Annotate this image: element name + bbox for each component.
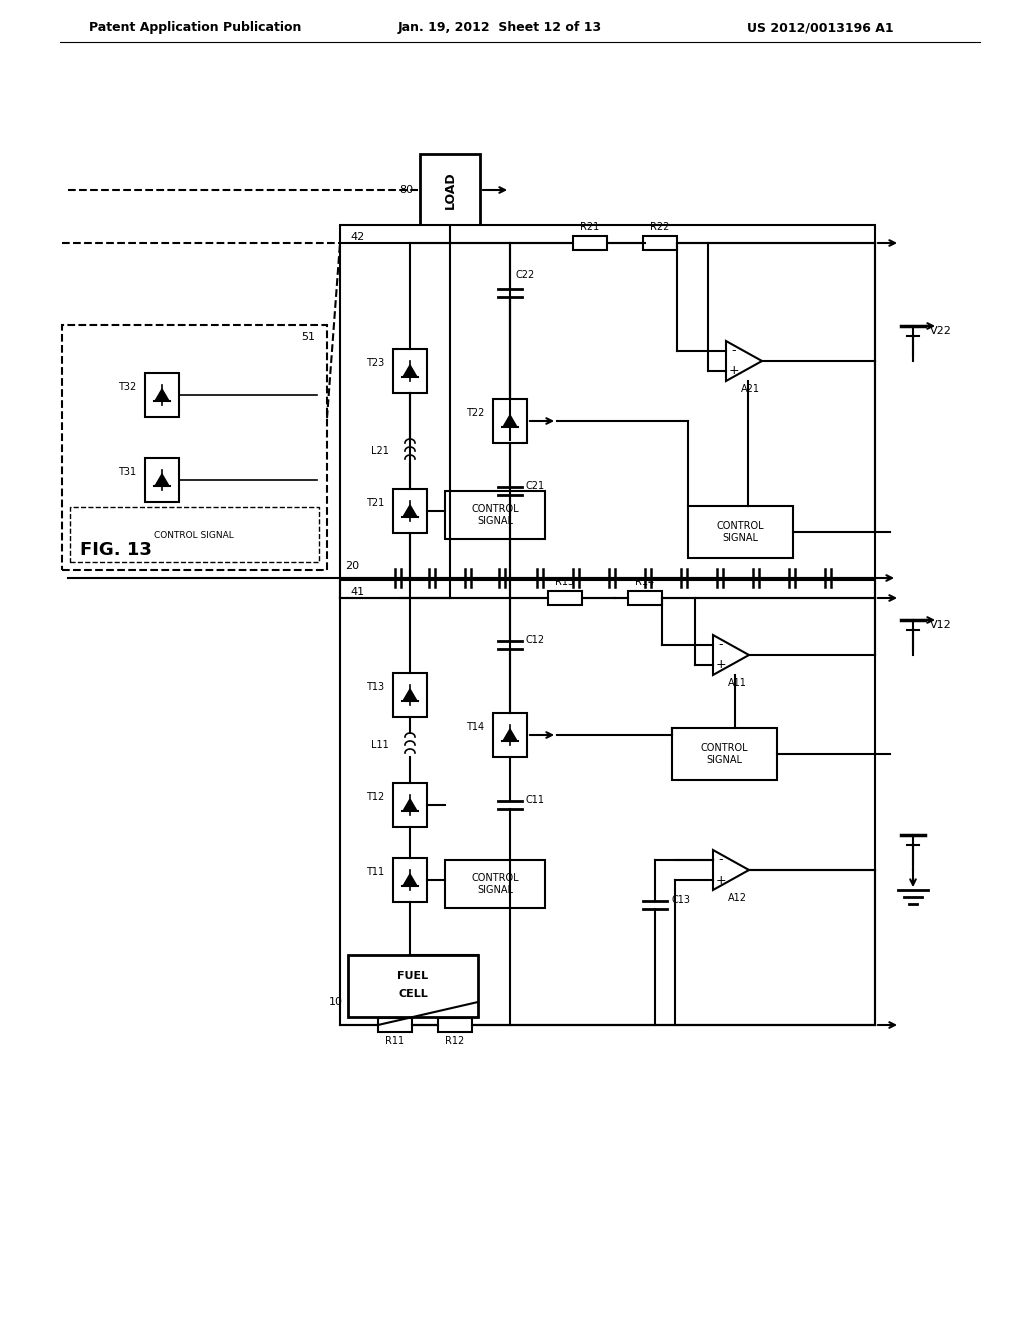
- Text: L11: L11: [371, 741, 389, 750]
- Text: R14: R14: [636, 577, 654, 587]
- Text: +: +: [716, 659, 726, 672]
- Text: 20: 20: [345, 561, 359, 572]
- Text: L21: L21: [371, 446, 389, 455]
- Text: C22: C22: [515, 271, 535, 280]
- Text: 10: 10: [329, 997, 343, 1007]
- Text: 51: 51: [301, 333, 315, 342]
- Bar: [393, 488, 427, 533]
- Bar: [378, 1018, 412, 1032]
- Polygon shape: [403, 874, 417, 886]
- Polygon shape: [503, 729, 517, 741]
- Text: T14: T14: [466, 722, 484, 733]
- Text: 41: 41: [350, 587, 365, 597]
- Text: T11: T11: [366, 867, 384, 876]
- Bar: [643, 236, 677, 249]
- Bar: [628, 591, 662, 605]
- Bar: [573, 236, 607, 249]
- Text: A12: A12: [727, 894, 746, 903]
- Bar: [145, 374, 179, 417]
- Text: C11: C11: [526, 795, 545, 805]
- Text: C13: C13: [671, 895, 690, 906]
- Polygon shape: [403, 506, 417, 517]
- Text: C12: C12: [526, 635, 545, 645]
- Text: T23: T23: [366, 358, 384, 368]
- Text: FIG. 13: FIG. 13: [80, 541, 152, 558]
- Text: -: -: [719, 639, 723, 652]
- Text: A21: A21: [740, 384, 760, 393]
- Text: LOAD: LOAD: [443, 172, 457, 209]
- Text: CELL: CELL: [398, 989, 428, 999]
- Bar: [445, 491, 545, 539]
- Text: +: +: [716, 874, 726, 887]
- Text: -: -: [719, 854, 723, 866]
- Polygon shape: [403, 689, 417, 701]
- Text: +: +: [729, 364, 739, 378]
- Bar: [393, 348, 427, 393]
- Text: US 2012/0013196 A1: US 2012/0013196 A1: [746, 21, 893, 34]
- Bar: [420, 154, 480, 226]
- Bar: [393, 783, 427, 828]
- Text: T22: T22: [466, 408, 484, 418]
- Bar: [493, 713, 527, 756]
- Bar: [688, 506, 793, 558]
- Text: T13: T13: [366, 682, 384, 692]
- Text: V22: V22: [930, 326, 952, 337]
- Bar: [145, 458, 179, 502]
- Bar: [340, 224, 874, 578]
- Polygon shape: [155, 389, 169, 401]
- Bar: [548, 591, 582, 605]
- Text: CONTROL
SIGNAL: CONTROL SIGNAL: [700, 743, 749, 764]
- Text: R13: R13: [555, 577, 574, 587]
- Text: 80: 80: [399, 185, 413, 195]
- Text: V12: V12: [930, 620, 952, 630]
- Polygon shape: [403, 799, 417, 810]
- Bar: [438, 1018, 472, 1032]
- Bar: [62, 325, 327, 570]
- Text: T31: T31: [118, 467, 136, 477]
- Text: R11: R11: [385, 1036, 404, 1045]
- Bar: [348, 954, 478, 1016]
- Bar: [70, 507, 319, 562]
- Text: 42: 42: [350, 232, 365, 242]
- Text: Jan. 19, 2012  Sheet 12 of 13: Jan. 19, 2012 Sheet 12 of 13: [398, 21, 602, 34]
- Text: CONTROL
SIGNAL: CONTROL SIGNAL: [471, 504, 519, 525]
- Bar: [493, 399, 527, 444]
- Text: A11: A11: [728, 678, 746, 688]
- Bar: [393, 858, 427, 902]
- Bar: [672, 729, 777, 780]
- Text: T32: T32: [118, 381, 136, 392]
- Text: FUEL: FUEL: [397, 972, 429, 981]
- Text: -: -: [732, 345, 736, 358]
- Polygon shape: [403, 366, 417, 378]
- Text: CONTROL
SIGNAL: CONTROL SIGNAL: [717, 521, 764, 543]
- Text: CONTROL
SIGNAL: CONTROL SIGNAL: [471, 874, 519, 895]
- Text: CONTROL SIGNAL: CONTROL SIGNAL: [155, 531, 233, 540]
- Text: C21: C21: [526, 480, 545, 491]
- Text: R22: R22: [650, 222, 670, 232]
- Text: Patent Application Publication: Patent Application Publication: [89, 21, 301, 34]
- Text: T21: T21: [366, 498, 384, 508]
- Polygon shape: [503, 414, 517, 426]
- Text: R12: R12: [445, 1036, 465, 1045]
- Text: T12: T12: [366, 792, 384, 803]
- Bar: [340, 579, 874, 1026]
- Bar: [445, 861, 545, 908]
- Text: R21: R21: [581, 222, 600, 232]
- Polygon shape: [155, 474, 169, 486]
- Bar: [393, 673, 427, 717]
